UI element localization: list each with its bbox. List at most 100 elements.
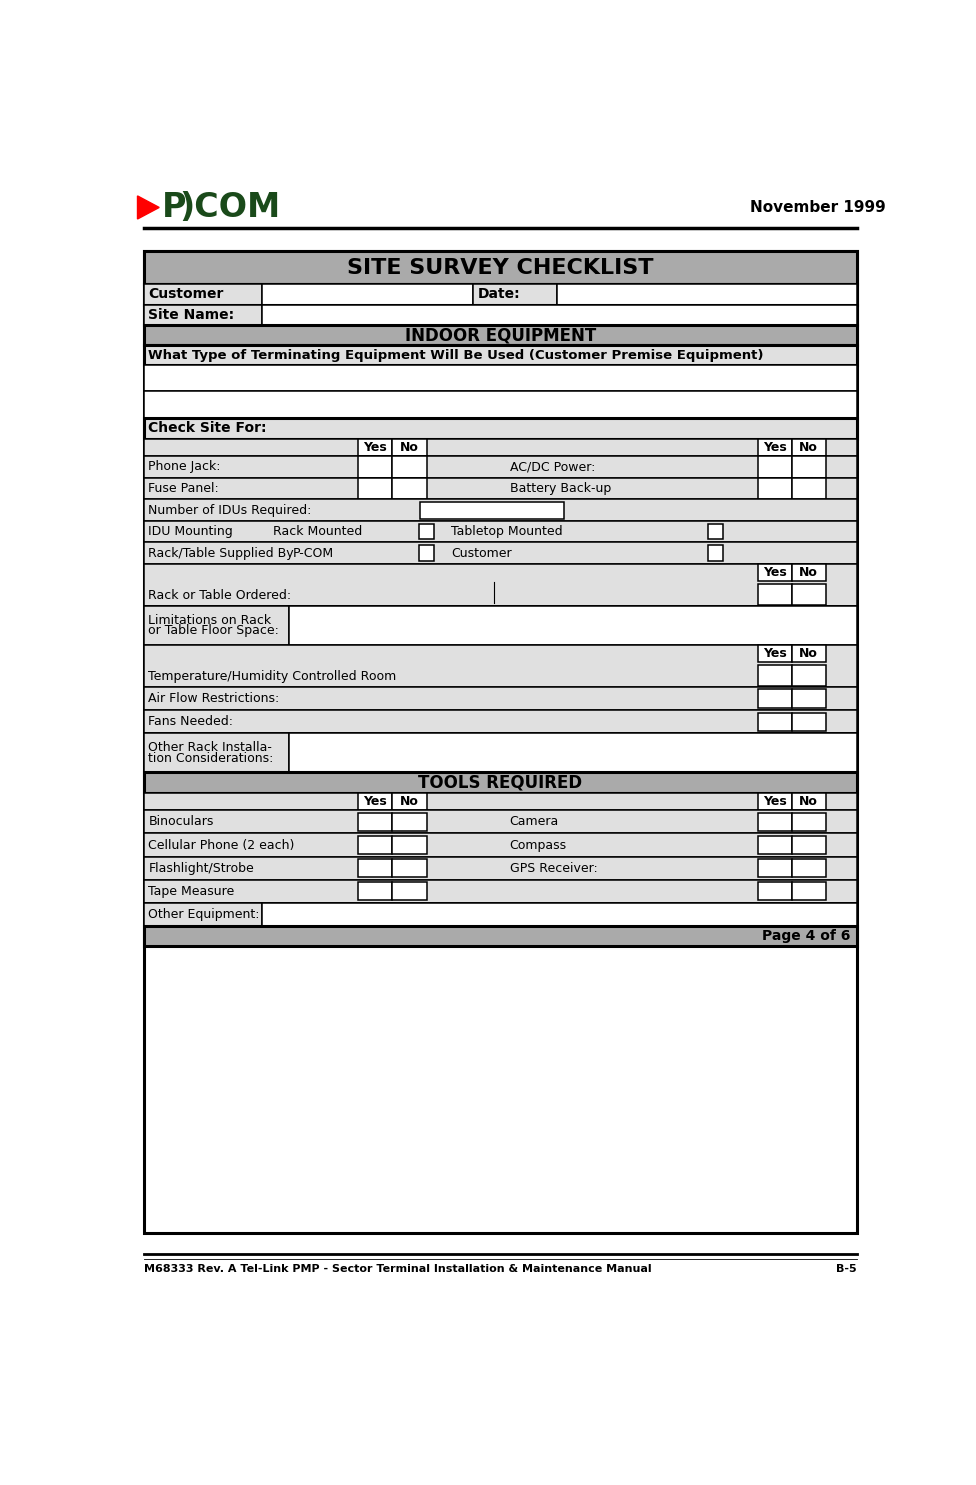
- Bar: [792, 564, 826, 581]
- Text: No: No: [799, 441, 818, 454]
- Bar: [143, 710, 857, 734]
- Bar: [143, 564, 857, 606]
- Bar: [392, 882, 427, 900]
- Bar: [358, 812, 392, 832]
- Bar: [143, 392, 857, 417]
- Bar: [792, 713, 826, 731]
- Bar: [143, 879, 857, 903]
- Bar: [358, 836, 392, 854]
- Text: Yes: Yes: [762, 566, 787, 579]
- Bar: [143, 542, 857, 564]
- Bar: [358, 858, 392, 878]
- Text: Camera: Camera: [509, 815, 558, 829]
- Bar: [143, 440, 857, 456]
- Bar: [262, 284, 473, 306]
- Bar: [143, 417, 857, 440]
- Text: Yes: Yes: [363, 796, 387, 808]
- Bar: [792, 584, 826, 604]
- Text: Cellular Phone (2 each): Cellular Phone (2 each): [148, 839, 295, 851]
- Text: Rack Mounted: Rack Mounted: [273, 526, 362, 538]
- Text: No: No: [799, 566, 818, 579]
- Text: What Type of Terminating Equipment Will Be Used (Customer Premise Equipment): What Type of Terminating Equipment Will …: [148, 349, 764, 362]
- Bar: [757, 478, 792, 499]
- Text: Yes: Yes: [762, 441, 787, 454]
- Text: B-5: B-5: [836, 1264, 857, 1274]
- Bar: [143, 811, 857, 833]
- Bar: [757, 882, 792, 900]
- Bar: [419, 524, 434, 539]
- Bar: [143, 284, 262, 306]
- Bar: [419, 545, 434, 561]
- Bar: [143, 833, 857, 857]
- Text: Customer: Customer: [451, 546, 512, 560]
- Bar: [143, 793, 857, 811]
- Text: No: No: [400, 796, 419, 808]
- Bar: [143, 857, 857, 879]
- Bar: [792, 858, 826, 878]
- Bar: [792, 882, 826, 900]
- Bar: [143, 365, 857, 392]
- Bar: [143, 772, 857, 793]
- Text: IDU Mounting: IDU Mounting: [148, 526, 233, 538]
- Bar: [473, 284, 556, 306]
- Text: Air Flow Restrictions:: Air Flow Restrictions:: [148, 692, 279, 705]
- Text: Rack or Table Ordered:: Rack or Table Ordered:: [148, 590, 292, 601]
- Text: Number of IDUs Required:: Number of IDUs Required:: [148, 503, 311, 517]
- Bar: [143, 306, 857, 325]
- Text: Fuse Panel:: Fuse Panel:: [148, 483, 219, 495]
- Bar: [792, 456, 826, 478]
- Bar: [143, 478, 857, 499]
- Bar: [421, 502, 564, 518]
- Text: Site Name:: Site Name:: [148, 309, 234, 322]
- Bar: [262, 306, 857, 325]
- Bar: [757, 564, 792, 581]
- Bar: [143, 521, 857, 542]
- Bar: [392, 456, 427, 478]
- Bar: [143, 346, 857, 365]
- Text: Other Equipment:: Other Equipment:: [148, 907, 260, 921]
- Bar: [143, 903, 262, 925]
- Text: tion Considerations:: tion Considerations:: [148, 751, 273, 765]
- Text: No: No: [799, 796, 818, 808]
- Bar: [708, 524, 723, 539]
- Bar: [792, 440, 826, 456]
- Bar: [792, 644, 826, 662]
- Text: Other Rack Installa-: Other Rack Installa-: [148, 741, 272, 754]
- Text: Flashlight/Strobe: Flashlight/Strobe: [148, 861, 254, 875]
- Text: P: P: [162, 192, 186, 224]
- Text: Page 4 of 6: Page 4 of 6: [762, 930, 850, 943]
- Text: No: No: [400, 441, 419, 454]
- Bar: [143, 306, 262, 325]
- Text: Battery Back-up: Battery Back-up: [509, 483, 611, 495]
- Bar: [757, 812, 792, 832]
- Text: AC/DC Power:: AC/DC Power:: [509, 460, 595, 474]
- Bar: [392, 858, 427, 878]
- Bar: [757, 644, 792, 662]
- Text: Binoculars: Binoculars: [148, 815, 214, 829]
- Bar: [143, 925, 857, 946]
- Bar: [143, 251, 857, 1233]
- Text: Customer: Customer: [148, 288, 224, 301]
- Bar: [262, 903, 857, 925]
- Bar: [792, 812, 826, 832]
- Bar: [757, 665, 792, 686]
- Bar: [757, 713, 792, 731]
- Polygon shape: [138, 196, 159, 218]
- Bar: [290, 734, 857, 772]
- Text: Tape Measure: Tape Measure: [148, 885, 234, 898]
- Bar: [792, 478, 826, 499]
- Text: Date:: Date:: [477, 288, 520, 301]
- Bar: [556, 284, 857, 306]
- Bar: [143, 903, 857, 925]
- Bar: [757, 689, 792, 708]
- Text: SITE SURVEY CHECKLIST: SITE SURVEY CHECKLIST: [346, 257, 654, 278]
- Bar: [143, 284, 857, 306]
- Bar: [143, 734, 857, 772]
- Bar: [358, 882, 392, 900]
- Bar: [358, 440, 392, 456]
- Bar: [358, 793, 392, 811]
- Bar: [757, 858, 792, 878]
- Bar: [358, 478, 392, 499]
- Bar: [757, 836, 792, 854]
- Bar: [143, 644, 857, 688]
